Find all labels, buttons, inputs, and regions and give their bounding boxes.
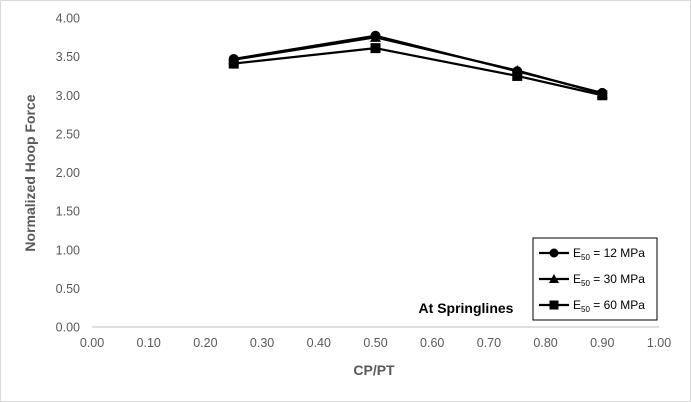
legend-label: E50 = 60 MPa (573, 298, 645, 314)
series-line (233, 36, 603, 95)
x-axis-title: CP/PT (353, 362, 395, 378)
legend-marker (549, 300, 559, 310)
plot-series (228, 30, 608, 101)
x-tick-label: 0.90 (590, 336, 614, 350)
x-tick-label: 0.50 (363, 336, 387, 350)
x-tick-label: 1.00 (647, 336, 671, 350)
y-tick-label: 0.00 (56, 321, 80, 335)
data-point (370, 31, 381, 42)
legend-label: E50 = 12 MPa (573, 246, 645, 262)
legend-marker (549, 274, 559, 283)
legend-item: E50 = 12 MPa (539, 246, 645, 262)
y-tick-label: 1.50 (56, 205, 80, 219)
x-tick-label: 0.70 (477, 336, 501, 350)
data-point (512, 70, 523, 81)
data-point (228, 58, 239, 69)
y-tick-label: 3.50 (56, 50, 80, 64)
y-tick-label: 1.00 (56, 243, 80, 257)
data-point (597, 90, 608, 101)
series-line (233, 47, 603, 97)
x-tick-label: 0.80 (533, 336, 557, 350)
x-tick-label: 0.10 (137, 336, 161, 350)
x-tick-label: 0.60 (420, 336, 444, 350)
x-tick-label: 0.40 (307, 336, 331, 350)
legend-item: E50 = 30 MPa (539, 272, 645, 288)
axes: 0.00 0.10 0.20 0.30 0.40 0.50 0.60 0.70 0.80 0.90… (56, 12, 672, 351)
y-tick-label: 3.00 (56, 89, 80, 103)
y-tick-label: 4.00 (56, 12, 80, 26)
series-circle (228, 30, 608, 98)
legend: E50 = 12 MPa E50 = 30 MPa E50 = 60 MPa (532, 237, 658, 321)
series-square (228, 43, 608, 101)
y-axis-title: Normalized Hoop Force (22, 94, 38, 251)
x-tick-label: 0.00 (80, 336, 104, 350)
y-tick-label: 2.00 (56, 166, 80, 180)
x-tick-label: 0.30 (250, 336, 274, 350)
series-line (233, 34, 603, 94)
y-tick-label: 2.50 (56, 127, 80, 141)
legend-label: E50 = 30 MPa (573, 272, 645, 288)
legend-marker (549, 248, 559, 258)
y-tick-label: 0.50 (56, 282, 80, 296)
data-point (370, 43, 381, 54)
legend-item: E50 = 60 MPa (539, 298, 645, 314)
annotation-label: At Springlines (419, 300, 514, 316)
series-triangle (228, 31, 608, 99)
x-tick-label: 0.20 (193, 336, 217, 350)
